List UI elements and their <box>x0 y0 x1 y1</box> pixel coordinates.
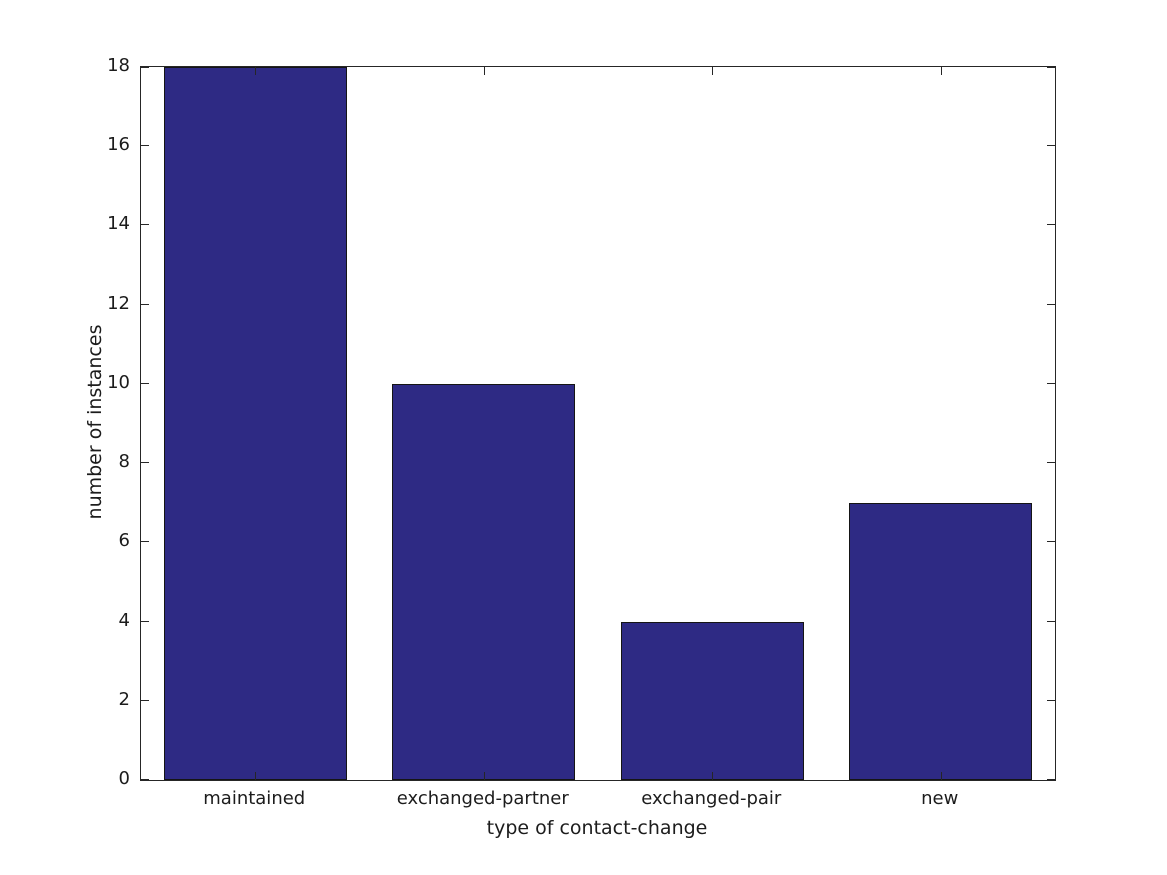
y-tick-label: 18 <box>107 55 130 76</box>
y-tick-mark <box>141 67 149 68</box>
y-tick-mark <box>141 145 149 146</box>
y-tick-mark <box>141 541 149 542</box>
y-axis-label: number of instances <box>84 324 106 520</box>
x-tick-mark <box>484 67 485 75</box>
y-tick-mark <box>141 700 149 701</box>
y-tick-mark <box>1047 621 1055 622</box>
y-tick-mark <box>1047 224 1055 225</box>
x-tick-mark <box>712 67 713 75</box>
x-tick-label: new <box>921 788 959 809</box>
bar-exchanged-partner <box>392 383 576 780</box>
x-tick-mark <box>255 772 256 780</box>
x-tick-mark <box>255 67 256 75</box>
plot-area <box>140 66 1056 781</box>
y-tick-label: 4 <box>118 609 130 631</box>
x-tick-label: exchanged-partner <box>396 788 569 809</box>
y-tick-mark <box>1047 304 1055 305</box>
y-tick-mark <box>1047 67 1055 68</box>
y-tick-mark <box>141 779 149 780</box>
y-tick-mark <box>1047 779 1055 780</box>
y-tick-mark <box>1047 700 1055 701</box>
x-tick-mark <box>941 67 942 75</box>
y-tick-mark <box>141 304 149 305</box>
x-tick-mark <box>941 772 942 780</box>
y-tick-mark <box>141 383 149 384</box>
y-tick-label: 6 <box>118 530 130 552</box>
y-tick-mark <box>141 462 149 463</box>
y-tick-mark <box>141 621 149 622</box>
y-tick-label: 12 <box>107 292 130 314</box>
bar-new <box>849 502 1033 780</box>
bar-exchanged-pair <box>620 621 804 780</box>
y-tick-mark <box>1047 383 1055 384</box>
y-tick-mark <box>1047 145 1055 146</box>
y-tick-mark <box>141 224 149 225</box>
y-tick-label: 10 <box>107 371 130 393</box>
y-tick-label: 16 <box>107 134 130 156</box>
x-tick-label: exchanged-pair <box>641 788 782 809</box>
x-tick-mark <box>712 772 713 780</box>
y-tick-mark <box>1047 541 1055 542</box>
x-tick-mark <box>484 772 485 780</box>
bar-maintained <box>163 67 347 780</box>
y-tick-mark <box>1047 462 1055 463</box>
x-tick-label: maintained <box>203 788 306 809</box>
y-tick-label: 14 <box>107 213 130 235</box>
y-tick-label: 8 <box>118 451 130 473</box>
y-tick-label: 0 <box>118 768 130 789</box>
y-tick-label: 2 <box>118 688 130 710</box>
x-axis-label: type of contact-change <box>486 817 708 839</box>
